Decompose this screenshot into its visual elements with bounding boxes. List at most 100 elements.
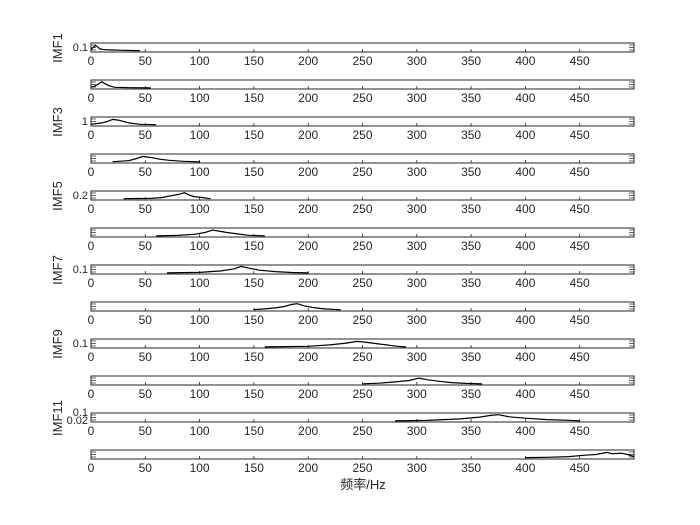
x-tick-label: 0 xyxy=(88,91,95,105)
x-tick-label: 50 xyxy=(139,461,153,475)
x-tick-label: 350 xyxy=(461,350,481,364)
y-tick-label: 0.1 xyxy=(73,338,88,350)
x-tick-label: 50 xyxy=(139,202,153,216)
x-tick-label: 350 xyxy=(461,276,481,290)
x-tick-label: 100 xyxy=(190,387,210,401)
panel-series-line xyxy=(90,118,157,126)
panel-3: 0 50 100 150 200 250 300 350 400 450 1 IMF3 xyxy=(50,107,635,142)
x-tick-label: 450 xyxy=(570,239,590,253)
x-tick-label: 450 xyxy=(570,276,590,290)
x-tick-label: 450 xyxy=(570,350,590,364)
x-tick-label: 150 xyxy=(244,128,264,142)
x-tick-label: 250 xyxy=(352,461,372,475)
x-tick-label: 50 xyxy=(139,387,153,401)
x-tick-label: 150 xyxy=(244,276,264,290)
x-tick-label: 250 xyxy=(352,350,372,364)
panel-1: 0 50 100 150 200 250 300 350 400 450 0.1 IMF1 xyxy=(50,33,635,68)
x-tick-label: 200 xyxy=(298,239,318,253)
x-tick-label: 350 xyxy=(461,165,481,179)
x-tick-label: 250 xyxy=(352,202,372,216)
x-tick-label: 150 xyxy=(244,461,264,475)
x-tick-label: 100 xyxy=(190,424,210,438)
x-tick-label: 50 xyxy=(139,350,153,364)
y-tick-label: 0.02 xyxy=(67,415,88,427)
panel-9: 0 50 100 150 200 250 300 350 400 450 0.1 IMF9 xyxy=(50,329,635,364)
x-tick-label: 400 xyxy=(515,387,535,401)
x-tick-label: 450 xyxy=(570,424,590,438)
x-tick-label: 150 xyxy=(244,165,264,179)
panel-series-line xyxy=(395,414,580,422)
x-tick-label: 250 xyxy=(352,91,372,105)
x-tick-label: 400 xyxy=(515,239,535,253)
panel-series-line xyxy=(253,303,341,311)
x-tick-label: 50 xyxy=(139,165,153,179)
x-tick-label: 350 xyxy=(461,54,481,68)
x-tick-label: 0 xyxy=(88,461,95,475)
panel-y-label: IMF5 xyxy=(50,181,65,211)
x-tick-label: 200 xyxy=(298,91,318,105)
x-tick-label: 300 xyxy=(407,128,427,142)
x-tick-label: 100 xyxy=(190,239,210,253)
x-tick-label: 350 xyxy=(461,461,481,475)
x-tick-label: 0 xyxy=(88,239,95,253)
x-tick-label: 400 xyxy=(515,424,535,438)
x-tick-label: 400 xyxy=(515,461,535,475)
x-tick-label: 300 xyxy=(407,424,427,438)
panel-2: 0 50 100 150 200 250 300 350 400 450 xyxy=(88,79,635,105)
x-tick-label: 0 xyxy=(88,387,95,401)
x-tick-label: 300 xyxy=(407,276,427,290)
x-tick-label: 150 xyxy=(244,202,264,216)
x-tick-label: 300 xyxy=(407,202,427,216)
x-tick-label: 0 xyxy=(88,276,95,290)
x-tick-label: 100 xyxy=(190,91,210,105)
x-tick-label: 150 xyxy=(244,91,264,105)
panel-y-label: IMF3 xyxy=(50,107,65,137)
x-tick-label: 400 xyxy=(515,165,535,179)
panel-series-line xyxy=(156,229,265,237)
x-tick-label: 450 xyxy=(570,202,590,216)
x-tick-label: 300 xyxy=(407,461,427,475)
x-tick-label: 300 xyxy=(407,165,427,179)
x-tick-label: 0 xyxy=(88,165,95,179)
x-tick-label: 50 xyxy=(139,276,153,290)
x-tick-label: 350 xyxy=(461,424,481,438)
x-tick-label: 0 xyxy=(88,54,95,68)
x-tick-label: 150 xyxy=(244,387,264,401)
x-tick-label: 300 xyxy=(407,387,427,401)
x-tick-label: 350 xyxy=(461,239,481,253)
panel-series-line xyxy=(525,451,635,459)
x-tick-label: 450 xyxy=(570,91,590,105)
x-tick-label: 400 xyxy=(515,128,535,142)
panel-series-line xyxy=(90,44,140,52)
x-tick-label: 200 xyxy=(298,350,318,364)
x-tick-label: 350 xyxy=(461,202,481,216)
x-tick-label: 200 xyxy=(298,128,318,142)
x-tick-label: 250 xyxy=(352,165,372,179)
x-tick-label: 450 xyxy=(570,387,590,401)
x-tick-label: 400 xyxy=(515,350,535,364)
x-tick-label: 400 xyxy=(515,91,535,105)
x-tick-label: 350 xyxy=(461,91,481,105)
x-tick-label: 0 xyxy=(88,350,95,364)
panel-y-label: IMF1 xyxy=(50,33,65,63)
panel-7: 0 50 100 150 200 250 300 350 400 450 0.1 IMF7 xyxy=(50,255,635,290)
y-tick-label: 1 xyxy=(82,116,88,128)
x-tick-label: 150 xyxy=(244,313,264,327)
x-tick-label: 450 xyxy=(570,128,590,142)
panel-10: 0 50 100 150 200 250 300 350 400 450 xyxy=(88,375,635,401)
x-tick-label: 450 xyxy=(570,461,590,475)
x-tick-label: 50 xyxy=(139,239,153,253)
x-tick-label: 200 xyxy=(298,424,318,438)
panel-6: 0 50 100 150 200 250 300 350 400 450 xyxy=(88,227,635,253)
x-tick-label: 200 xyxy=(298,202,318,216)
x-tick-label: 100 xyxy=(190,350,210,364)
panel-4: 0 50 100 150 200 250 300 350 400 450 xyxy=(88,153,635,179)
x-tick-label: 250 xyxy=(352,54,372,68)
panel-12: 0 50 100 150 200 250 300 350 400 450 xyxy=(88,449,635,475)
x-tick-label: 350 xyxy=(461,128,481,142)
panel-series-line xyxy=(112,155,200,163)
x-tick-label: 350 xyxy=(461,313,481,327)
